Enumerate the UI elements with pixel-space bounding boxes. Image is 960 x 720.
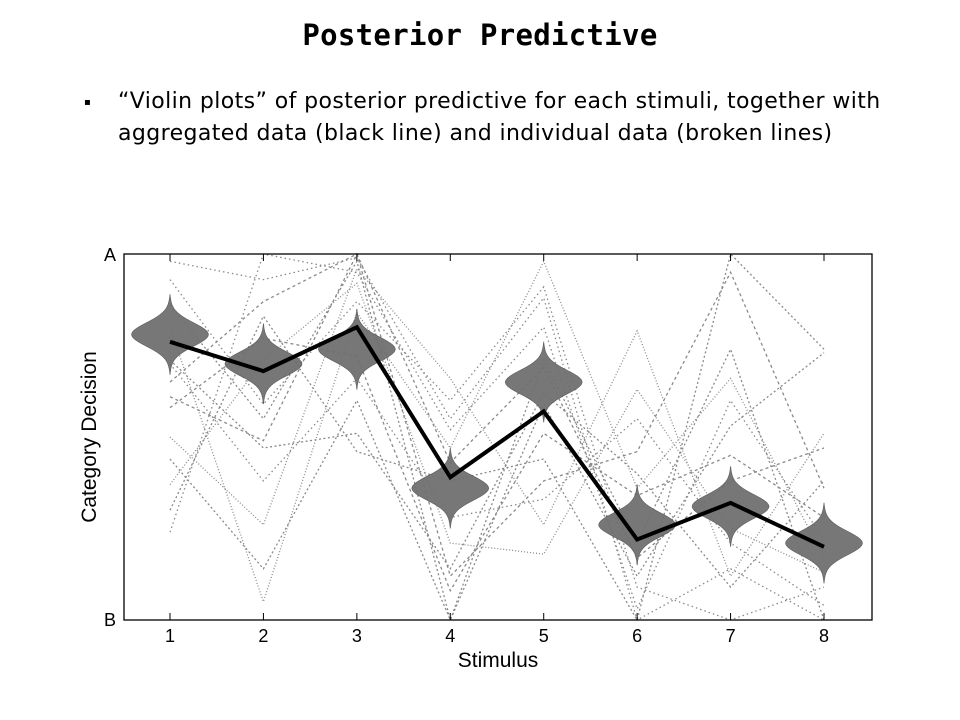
violin	[224, 323, 303, 405]
bullet-square-icon: ▪	[84, 97, 91, 108]
individual-line	[169, 253, 825, 611]
individual-line	[169, 259, 825, 622]
individual-line	[169, 279, 825, 621]
x-tick-label: 4	[445, 626, 455, 646]
violin	[411, 447, 490, 529]
x-axis-label: Stimulus	[458, 649, 539, 672]
x-tick-label: 5	[539, 626, 549, 646]
x-tick-label: 2	[258, 626, 268, 646]
plot-frame	[123, 253, 873, 621]
x-tick-label: 3	[352, 626, 362, 646]
violin	[691, 466, 770, 547]
violin	[318, 308, 396, 390]
individual-line	[169, 252, 825, 622]
violin	[504, 341, 583, 423]
x-tick-label: 8	[819, 626, 829, 646]
individual-line	[169, 347, 825, 622]
individual-line	[169, 259, 825, 604]
individual-line	[169, 256, 825, 621]
y-axis-label: Category Decision	[78, 351, 101, 523]
x-tick-label: 6	[632, 626, 642, 646]
x-tick-label: 1	[165, 626, 175, 646]
violin	[785, 502, 863, 584]
x-tick-label: 7	[726, 626, 736, 646]
aggregated-line	[169, 324, 825, 549]
y-tick-label-top: A	[104, 245, 116, 265]
violin	[131, 294, 209, 375]
violin	[598, 484, 676, 566]
individual-line	[169, 253, 825, 578]
individual-line	[169, 267, 825, 578]
individual-line	[169, 337, 825, 593]
y-tick-label-bottom: B	[104, 610, 116, 630]
bullet-text: “Violin plots” of posterior predictive f…	[118, 89, 881, 146]
slide-title: Posterior Predictive	[302, 18, 658, 52]
individual-line	[169, 359, 825, 589]
